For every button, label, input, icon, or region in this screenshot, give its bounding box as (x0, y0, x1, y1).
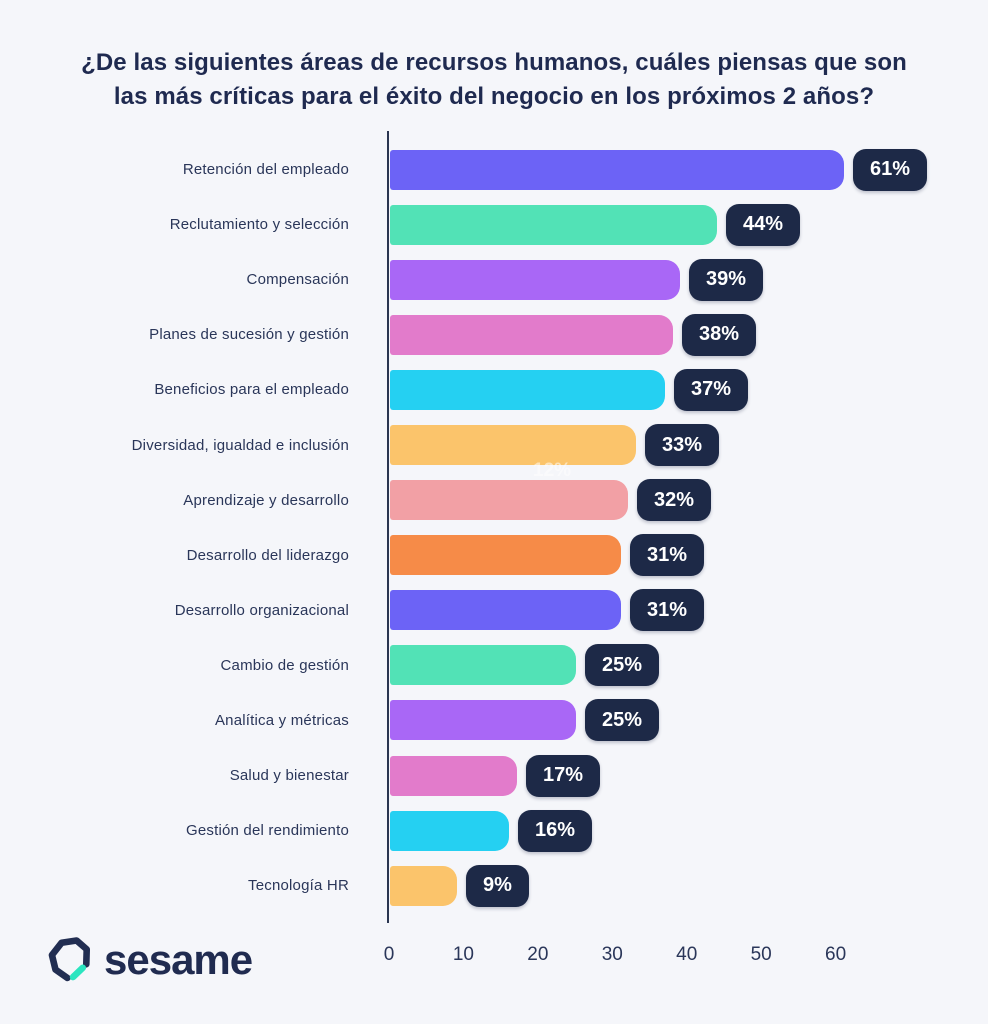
bar-row: Aprendizaje y desarrollo 32% (0, 473, 988, 528)
value-badge: 9% (466, 864, 529, 907)
bar-row: Beneficios para el empleado 37% (0, 362, 988, 417)
bar (390, 149, 844, 190)
bar (390, 204, 717, 245)
category-label: Aprendizaje y desarrollo (183, 491, 349, 509)
category-label: Desarrollo del liderazgo (186, 546, 349, 564)
bar-row: Desarrollo organizacional 31% (0, 583, 988, 638)
category-label: Analítica y métricas (214, 711, 349, 729)
x-axis-tick: 0 (383, 944, 395, 965)
value-badge: 32% (637, 479, 712, 522)
bar-row: Cambio de gestión 25% (0, 638, 988, 693)
bar-row: Compensación 39% (0, 252, 988, 307)
value-badge: 25% (585, 644, 660, 687)
category-label: Retención del empleado (182, 161, 349, 179)
category-label: Tecnología HR (248, 877, 349, 895)
value-badge: 31% (630, 589, 705, 632)
bar (390, 865, 457, 906)
category-label: Planes de sucesión y gestión (149, 326, 349, 344)
value-badge: 61% (853, 148, 928, 191)
bar-row: Salud y bienestar 17% (0, 748, 988, 803)
bar-rows: Retención del empleado 61% Reclutamiento… (0, 142, 988, 913)
value-badge: 16% (518, 809, 593, 852)
value-badge: 39% (689, 258, 764, 301)
value-badge: 17% (526, 754, 601, 797)
value-badge: 25% (585, 699, 660, 742)
value-badge: 37% (674, 368, 749, 411)
chart-title-line1: ¿De las siguientes áreas de recursos hum… (81, 49, 907, 76)
category-label: Compensación (246, 271, 349, 289)
bar-row: Reclutamiento y selección 44% (0, 197, 988, 252)
value-badge: 31% (630, 534, 705, 577)
bar-row: Planes de sucesión y gestión 38% (0, 307, 988, 362)
value-badge: 44% (726, 203, 801, 246)
sesame-logo-icon (48, 937, 91, 982)
bar (390, 645, 576, 686)
ghost-artifact-label: 12% (533, 460, 572, 481)
brand-footer: sesame (48, 934, 253, 984)
x-axis-tick-labels: 0 10 20 30 40 50 60 (0, 944, 988, 970)
bar-row: Tecnología HR 9% (0, 858, 988, 913)
category-label: Reclutamiento y selección (169, 216, 349, 234)
category-label: Desarrollo organizacional (174, 601, 349, 619)
x-axis-tick: 40 (676, 944, 698, 965)
bar-row: Analítica y métricas 25% (0, 693, 988, 748)
bar (390, 700, 576, 741)
x-axis-tick: 50 (750, 944, 772, 965)
bar (390, 425, 636, 466)
bar (390, 480, 628, 521)
bar (390, 755, 517, 796)
bar (390, 314, 673, 355)
category-label: Cambio de gestión (220, 656, 349, 674)
bar (390, 590, 621, 631)
bar (390, 369, 665, 410)
bar-row: Desarrollo del liderazgo 31% (0, 528, 988, 583)
x-axis-tick: 10 (452, 944, 474, 965)
bar-row: Diversidad, igualdad e inclusión 33% (0, 417, 988, 472)
x-axis-tick: 60 (825, 944, 847, 965)
value-badge: 38% (682, 313, 757, 356)
bar (390, 535, 621, 576)
category-label: Diversidad, igualdad e inclusión (131, 436, 349, 454)
bar-row: Gestión del rendimiento 16% (0, 803, 988, 858)
category-label: Salud y bienestar (229, 767, 349, 785)
category-label: Gestión del rendimiento (185, 822, 349, 840)
value-badge: 33% (645, 424, 720, 467)
brand-wordmark: sesame (104, 936, 253, 983)
bar (390, 259, 680, 300)
category-label: Beneficios para el empleado (154, 381, 349, 399)
chart-title: ¿De las siguientes áreas de recursos hum… (0, 46, 988, 114)
y-axis-line (387, 131, 389, 923)
bar (390, 810, 509, 851)
x-axis-tick: 30 (601, 944, 623, 965)
chart-title-line2: las más críticas para el éxito del negoc… (113, 83, 875, 110)
bar-row: Retención del empleado 61% (0, 142, 988, 197)
x-axis-tick: 20 (527, 944, 549, 965)
